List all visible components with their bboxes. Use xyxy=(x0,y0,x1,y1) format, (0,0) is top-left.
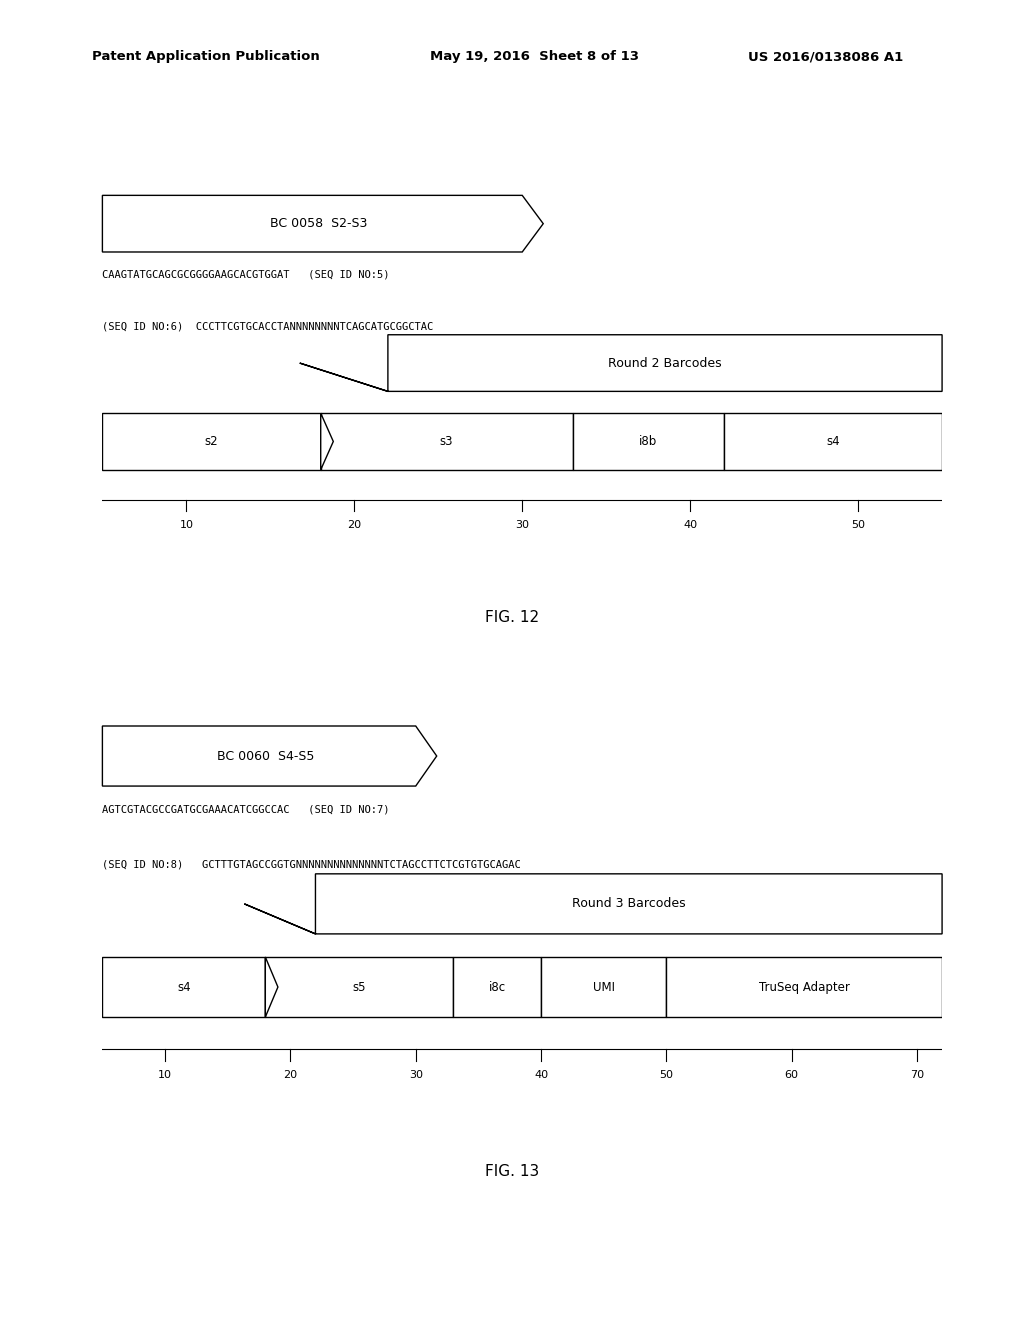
Text: 50: 50 xyxy=(659,1071,674,1080)
Text: FIG. 13: FIG. 13 xyxy=(485,1164,539,1179)
Polygon shape xyxy=(321,413,334,470)
Text: May 19, 2016  Sheet 8 of 13: May 19, 2016 Sheet 8 of 13 xyxy=(430,50,639,63)
Text: i8c: i8c xyxy=(488,981,506,994)
Text: AGTCGTACGCCGATGCGAAACATCGGCCAC   (SEQ ID NO:7): AGTCGTACGCCGATGCGAAACATCGGCCAC (SEQ ID N… xyxy=(102,805,390,814)
Text: 40: 40 xyxy=(683,520,697,529)
Bar xyxy=(541,957,667,1016)
Polygon shape xyxy=(265,957,278,1016)
Text: (SEQ ID NO:6)  CCCTTCGTGCACCTANNNNNNNNTCAGCATGCGGCTAC: (SEQ ID NO:6) CCCTTCGTGCACCTANNNNNNNNTCA… xyxy=(102,322,433,331)
Text: 70: 70 xyxy=(910,1071,924,1080)
Bar xyxy=(265,957,454,1016)
Bar xyxy=(572,413,724,470)
Text: BC 0060  S4-S5: BC 0060 S4-S5 xyxy=(217,750,314,763)
Text: Round 3 Barcodes: Round 3 Barcodes xyxy=(572,898,686,911)
Text: 20: 20 xyxy=(347,520,361,529)
Polygon shape xyxy=(245,874,942,935)
Text: s4: s4 xyxy=(177,981,190,994)
Text: 10: 10 xyxy=(179,520,194,529)
Bar xyxy=(454,957,541,1016)
Text: Round 2 Barcodes: Round 2 Barcodes xyxy=(608,356,722,370)
Polygon shape xyxy=(102,726,436,787)
Text: 30: 30 xyxy=(409,1071,423,1080)
Text: 10: 10 xyxy=(158,1071,172,1080)
Bar xyxy=(321,413,572,470)
Text: (SEQ ID NO:8)   GCTTTGTAGCCGGTGNNNNNNNNNNNNNNTCTAGCCTTCTCGTGTGCAGAC: (SEQ ID NO:8) GCTTTGTAGCCGGTGNNNNNNNNNNN… xyxy=(102,861,521,870)
Text: CAAGTATGCAGCGCGGGGAAGCACGTGGAT   (SEQ ID NO:5): CAAGTATGCAGCGCGGGGAAGCACGTGGAT (SEQ ID N… xyxy=(102,269,390,280)
Bar xyxy=(667,957,942,1016)
Text: TruSeq Adapter: TruSeq Adapter xyxy=(759,981,850,994)
Text: BC 0058  S2-S3: BC 0058 S2-S3 xyxy=(270,218,368,230)
Text: 40: 40 xyxy=(534,1071,548,1080)
Text: FIG. 12: FIG. 12 xyxy=(485,610,539,624)
Text: s4: s4 xyxy=(826,436,840,447)
Text: s5: s5 xyxy=(352,981,366,994)
Polygon shape xyxy=(300,335,942,391)
Text: s2: s2 xyxy=(205,436,218,447)
Text: i8b: i8b xyxy=(639,436,657,447)
Text: s3: s3 xyxy=(440,436,454,447)
Polygon shape xyxy=(102,195,543,252)
Text: Patent Application Publication: Patent Application Publication xyxy=(92,50,319,63)
Text: 20: 20 xyxy=(284,1071,297,1080)
Text: 30: 30 xyxy=(515,520,529,529)
Text: UMI: UMI xyxy=(593,981,614,994)
Bar xyxy=(102,413,321,470)
Text: US 2016/0138086 A1: US 2016/0138086 A1 xyxy=(748,50,903,63)
Bar xyxy=(724,413,942,470)
Bar xyxy=(102,957,265,1016)
Text: 60: 60 xyxy=(784,1071,799,1080)
Text: 50: 50 xyxy=(851,520,865,529)
